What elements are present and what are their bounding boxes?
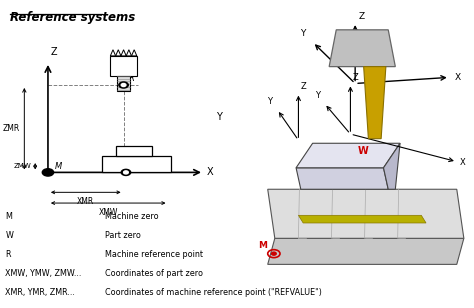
Circle shape: [121, 169, 131, 176]
Text: W: W: [5, 231, 13, 240]
Text: ZMW: ZMW: [14, 163, 32, 169]
Text: Z: Z: [50, 47, 57, 57]
Text: ZMR: ZMR: [3, 124, 20, 133]
Text: XMR: XMR: [77, 197, 94, 206]
Text: Y: Y: [315, 91, 319, 100]
Text: Y: Y: [267, 97, 273, 107]
Text: R: R: [5, 250, 11, 259]
Bar: [117, 146, 152, 156]
Text: XMW: XMW: [99, 208, 118, 217]
Text: W: W: [357, 146, 368, 156]
Text: M: M: [55, 162, 62, 171]
Text: Y: Y: [300, 29, 306, 38]
Polygon shape: [329, 30, 395, 67]
Circle shape: [42, 169, 54, 176]
Text: X: X: [460, 158, 466, 167]
Polygon shape: [116, 50, 121, 56]
Text: Coordinates of machine reference point ("REFVALUE"): Coordinates of machine reference point (…: [105, 288, 321, 298]
Polygon shape: [299, 215, 426, 223]
Text: R: R: [381, 52, 389, 63]
Text: Reference systems: Reference systems: [10, 11, 136, 24]
Text: Machine reference point: Machine reference point: [105, 250, 203, 259]
Text: X: X: [206, 167, 213, 177]
Text: X: X: [455, 73, 461, 82]
Circle shape: [119, 82, 128, 88]
Text: Z: Z: [359, 12, 365, 21]
Polygon shape: [121, 50, 126, 56]
Text: XMR, YMR, ZMR...: XMR, YMR, ZMR...: [5, 288, 75, 298]
Text: Part zero: Part zero: [105, 231, 141, 240]
Circle shape: [121, 83, 126, 87]
Polygon shape: [131, 50, 137, 56]
Text: Z: Z: [301, 82, 307, 91]
Polygon shape: [110, 50, 116, 56]
Polygon shape: [296, 143, 400, 168]
Circle shape: [124, 171, 128, 174]
Text: Z: Z: [353, 73, 358, 82]
Bar: [110, 56, 137, 76]
Text: W: W: [130, 162, 138, 171]
Polygon shape: [383, 143, 400, 189]
Polygon shape: [296, 168, 388, 189]
Polygon shape: [268, 189, 464, 238]
Text: Coordinates of part zero: Coordinates of part zero: [105, 270, 203, 278]
Text: Y: Y: [216, 112, 222, 122]
Polygon shape: [126, 50, 131, 56]
Text: R: R: [128, 75, 134, 83]
Bar: [118, 76, 130, 91]
Text: XMW, YMW, ZMW...: XMW, YMW, ZMW...: [5, 270, 82, 278]
Text: Machine zero: Machine zero: [105, 212, 158, 221]
Circle shape: [272, 252, 276, 255]
Bar: [102, 156, 171, 172]
Text: M: M: [5, 212, 12, 221]
Polygon shape: [364, 67, 386, 139]
Text: M: M: [258, 241, 267, 250]
Polygon shape: [268, 238, 464, 264]
